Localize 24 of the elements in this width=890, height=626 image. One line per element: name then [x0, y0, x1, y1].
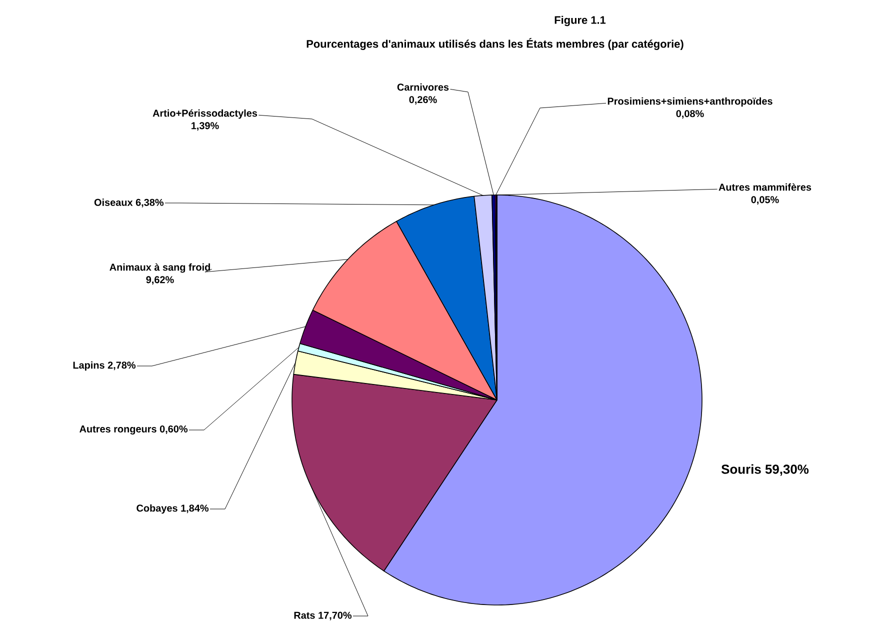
slice-label: Rats [294, 612, 315, 619]
data-label: 6,38% [136, 198, 164, 208]
slice-label: Autres mammifères [718, 183, 812, 191]
data-label: 0,08% [676, 110, 704, 119]
data-label: 1,39% [192, 122, 219, 131]
data-label: 1,84% [181, 504, 209, 514]
slice-label: Prosimiens+simiens+anthropoïdes [608, 97, 772, 107]
slice-label: Oiseaux [94, 198, 133, 206]
slice-label: Autres rongeurs [80, 426, 156, 435]
data-label: 17,70% [318, 612, 352, 620]
data-label: 59,30% [765, 464, 809, 476]
chart-title: Figure 1.1 [554, 16, 606, 26]
slice-label: Lapins [73, 361, 104, 371]
data-label: 0,26% [409, 96, 437, 105]
slice-label: Carnivores [397, 83, 449, 91]
data-label: 9,62% [146, 276, 174, 285]
data-label: 0,60% [160, 425, 188, 434]
chart-subtitle: Pourcentages d'animaux utilisés dans les États membres (par catégorie) [306, 38, 684, 50]
data-label: 2,78% [108, 362, 136, 370]
slice-label: Artio+Périssodactyles [152, 109, 258, 119]
slice-label: Cobayes [136, 504, 178, 514]
slice-label: Souris [721, 464, 761, 474]
slice-label: Animaux à sang froid [110, 263, 210, 273]
data-label: 0,05% [751, 196, 779, 205]
